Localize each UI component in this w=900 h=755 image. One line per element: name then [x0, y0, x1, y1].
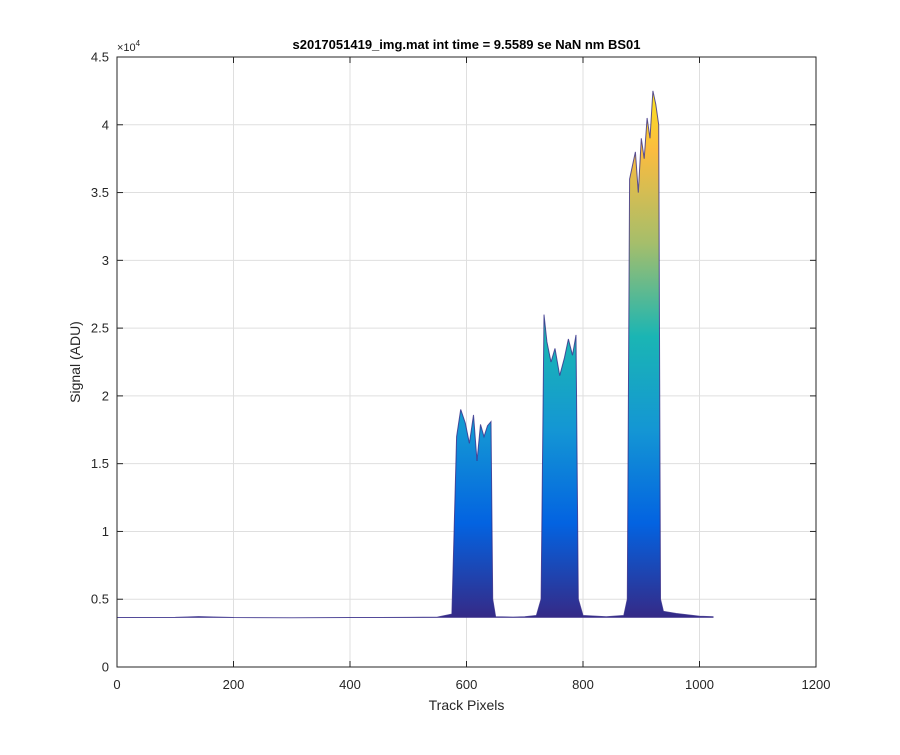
y-tick-label: 1: [102, 524, 109, 539]
x-tick-label: 400: [339, 677, 361, 692]
signal-line: [117, 90, 714, 619]
y-axis-exponent: ×104: [117, 39, 141, 54]
x-tick-label: 800: [572, 677, 594, 692]
y-axis-exponent-power: 4: [136, 39, 141, 48]
y-tick-label: 2: [102, 388, 109, 403]
y-axis-label: Signal (ADU): [67, 321, 83, 403]
x-axis-label: Track Pixels: [429, 697, 505, 713]
y-tick-label: 4: [102, 117, 109, 132]
y-tick-label: 3.5: [91, 185, 109, 200]
y-tick-label: 0.5: [91, 592, 109, 607]
y-tick-label: 3: [102, 253, 109, 268]
x-tick-label: 200: [223, 677, 245, 692]
x-tick-label: 1200: [802, 677, 831, 692]
labels: s2017051419_img.mat int time = 9.5589 se…: [67, 37, 640, 713]
axes: 0 200 400 600 800 1000 1200 0 0.5 1 1.5 2 2.5 3 3.5 4 4.…: [91, 50, 831, 693]
chart-title: s2017051419_img.mat int time = 9.5589 se…: [293, 37, 641, 52]
signal-area: [117, 90, 714, 618]
x-tick-label: 600: [456, 677, 478, 692]
x-tick-label: 1000: [685, 677, 714, 692]
y-tick-label: 0: [102, 660, 109, 675]
y-tick-label: 4.5: [91, 50, 109, 65]
series-layer: [117, 90, 714, 619]
y-axis-exponent-base: ×10: [117, 42, 136, 54]
x-tick-label: 0: [113, 677, 120, 692]
y-tick-label: 1.5: [91, 456, 109, 471]
y-tick-label: 2.5: [91, 321, 109, 336]
